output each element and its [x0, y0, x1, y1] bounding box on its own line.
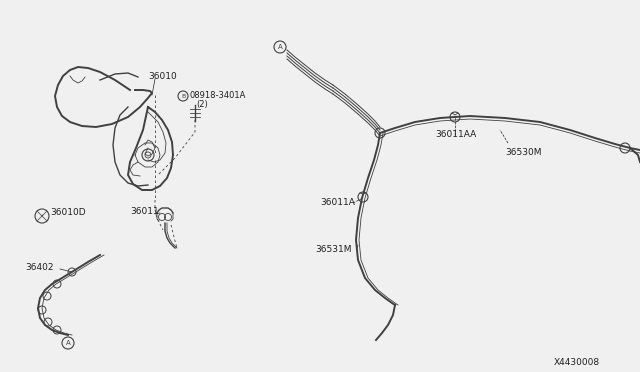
Text: 36010D: 36010D [50, 208, 86, 217]
Text: 36010: 36010 [148, 72, 177, 81]
Circle shape [178, 91, 188, 101]
Text: (2): (2) [196, 100, 208, 109]
Text: 08918-3401A: 08918-3401A [190, 91, 246, 100]
Text: 36011A: 36011A [320, 198, 355, 207]
Text: B: B [181, 93, 185, 99]
Text: 36011AA: 36011AA [435, 130, 476, 139]
Text: X4430008: X4430008 [554, 358, 600, 367]
Text: A: A [278, 44, 282, 50]
Text: A: A [66, 340, 70, 346]
Text: 36531M: 36531M [315, 245, 351, 254]
Circle shape [62, 337, 74, 349]
Text: 36011: 36011 [130, 207, 159, 216]
Text: 36402: 36402 [25, 263, 54, 272]
Circle shape [274, 41, 286, 53]
Text: 36530M: 36530M [505, 148, 541, 157]
